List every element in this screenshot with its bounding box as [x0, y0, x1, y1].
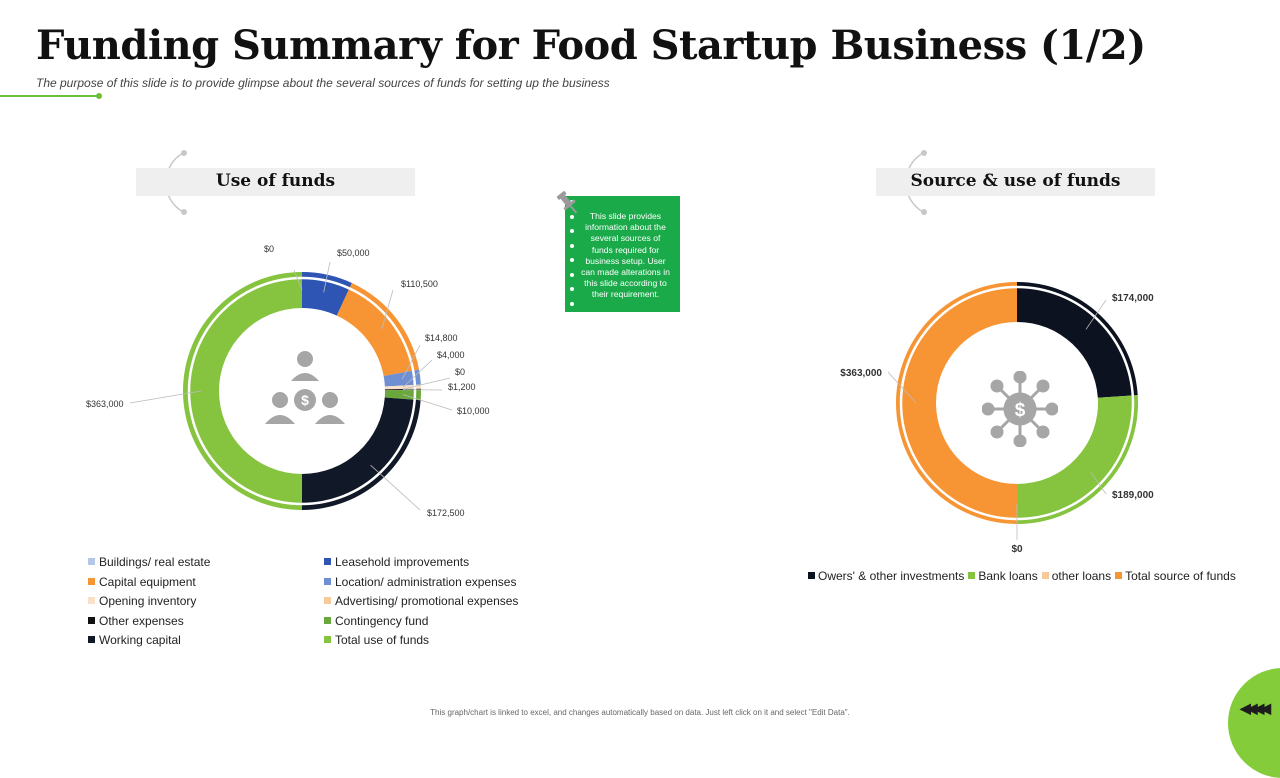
source-use-data-label-2: $0	[1011, 544, 1023, 555]
use-of-funds-legend-item: Working capital	[88, 633, 181, 647]
legend-label: Opening inventory	[99, 594, 196, 608]
legend-label: Contingency fund	[335, 614, 428, 628]
use-of-funds-legend-item: Contingency fund	[324, 614, 428, 628]
use-of-funds-legend-item: Other expenses	[88, 614, 184, 628]
legend-label: Owers' & other investments	[818, 569, 964, 583]
source-use-data-label-3: $363,000	[840, 368, 882, 379]
legend-swatch	[1115, 572, 1122, 579]
source-use-legend-item: Bank loans	[968, 569, 1037, 583]
footer-note: This graph/chart is linked to excel, and…	[0, 708, 1280, 717]
legend-swatch	[324, 578, 331, 585]
source-use-legend-item: Owers' & other investments	[808, 569, 964, 583]
legend-label: Total source of funds	[1125, 569, 1236, 583]
legend-label: Total use of funds	[335, 633, 429, 647]
legend-swatch	[88, 636, 95, 643]
money-network-icon: $	[982, 371, 1058, 447]
legend-label: Other expenses	[99, 614, 184, 628]
source-use-chart[interactable]: $174,000 $189,000 $0 $363,000	[0, 0, 1280, 720]
legend-label: Capital equipment	[99, 575, 196, 589]
legend-label: Advertising/ promotional expenses	[335, 594, 518, 608]
legend-swatch	[88, 578, 95, 585]
source-use-legend-item: Total source of funds	[1115, 569, 1236, 583]
legend-label: Location/ administration expenses	[335, 575, 516, 589]
legend-label: Working capital	[99, 633, 181, 647]
svg-text:$: $	[1015, 400, 1026, 421]
legend-swatch	[808, 572, 815, 579]
legend-swatch	[324, 558, 331, 565]
legend-swatch	[324, 636, 331, 643]
legend-swatch	[88, 558, 95, 565]
source-use-data-label-0: $174,000	[1112, 293, 1154, 304]
source-use-legend-item: other loans	[1042, 569, 1111, 583]
legend-label: Buildings/ real estate	[99, 555, 210, 569]
use-of-funds-legend-item: Leasehold improvements	[324, 555, 469, 569]
legend-swatch	[1042, 572, 1049, 579]
use-of-funds-legend-item: Capital equipment	[88, 575, 196, 589]
legend-swatch	[324, 617, 331, 624]
source-use-legend: Owers' & other investments Bank loans othe…	[808, 569, 1240, 583]
legend-swatch	[88, 617, 95, 624]
legend-label: other loans	[1052, 569, 1111, 583]
use-of-funds-legend-item: Buildings/ real estate	[88, 555, 210, 569]
legend-label: Bank loans	[978, 569, 1037, 583]
source-use-data-label-1: $189,000	[1112, 490, 1154, 501]
use-of-funds-legend-item: Location/ administration expenses	[324, 575, 516, 589]
use-of-funds-legend-item: Opening inventory	[88, 594, 196, 608]
legend-label: Leasehold improvements	[335, 555, 469, 569]
legend-swatch	[968, 572, 975, 579]
use-of-funds-legend-item: Advertising/ promotional expenses	[324, 594, 518, 608]
chevrons-left-icon[interactable]: ◀◀◀◀	[1240, 700, 1267, 717]
use-of-funds-legend-item: Total use of funds	[324, 633, 429, 647]
legend-swatch	[88, 597, 95, 604]
legend-swatch	[324, 597, 331, 604]
